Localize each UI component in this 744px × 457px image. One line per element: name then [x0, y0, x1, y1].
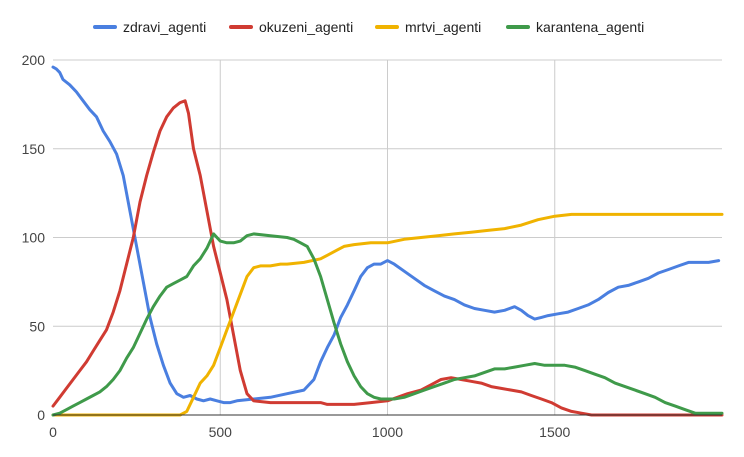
- series-line-mrtvi_agenti: [51, 212, 724, 417]
- x-tick-label-0: 0: [49, 424, 57, 440]
- y-axis-ticks: 0 50 100 150 200: [22, 52, 46, 423]
- series-line-karantena_agenti: [51, 232, 724, 417]
- y-tick-label-50: 50: [29, 318, 45, 334]
- x-tick-label-500: 500: [209, 424, 233, 440]
- y-tick-label-0: 0: [37, 407, 45, 423]
- x-tick-label-1000: 1000: [372, 424, 403, 440]
- y-tick-label-150: 150: [22, 141, 46, 157]
- x-tick-label-1500: 1500: [539, 424, 570, 440]
- legend-label-okuzeni_agenti: okuzeni_agenti: [259, 19, 353, 35]
- y-tick-label-100: 100: [22, 230, 46, 246]
- series-lines: [51, 65, 724, 417]
- legend-label-zdravi_agenti: zdravi_agenti: [123, 19, 206, 35]
- y-tick-label-200: 200: [22, 52, 46, 68]
- gridlines: [53, 59, 722, 415]
- legend-label-mrtvi_agenti: mrtvi_agenti: [405, 19, 481, 35]
- legend: zdravi_agenti okuzeni_agenti mrtvi_agenti k…: [93, 19, 644, 35]
- legend-label-karantena_agenti: karantena_agenti: [536, 19, 644, 35]
- x-axis-ticks: 0 500 1000 1500: [49, 424, 570, 440]
- series-line-okuzeni_agenti: [51, 99, 724, 417]
- series-line-zdravi_agenti: [51, 65, 721, 405]
